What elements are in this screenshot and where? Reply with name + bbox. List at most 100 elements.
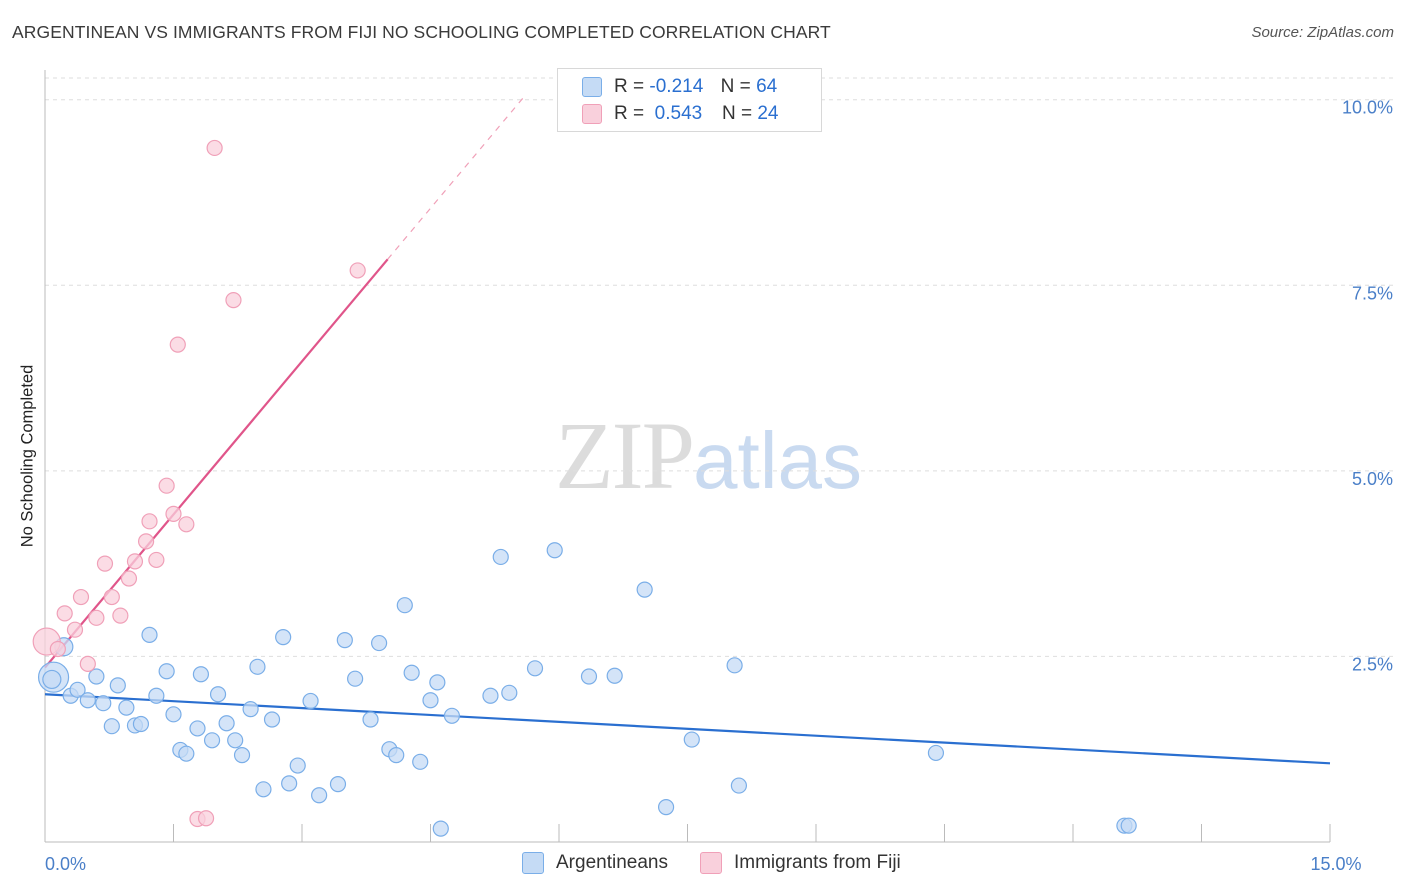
data-points <box>32 139 1137 837</box>
fiji-point <box>141 513 158 530</box>
argentineans-point <box>103 718 120 735</box>
legend-item-fiji[interactable]: Immigrants from Fiji <box>699 852 901 874</box>
n-label: N = <box>720 76 751 97</box>
argentineans-point <box>148 687 165 704</box>
legend-label-fiji: Immigrants from Fiji <box>733 852 901 873</box>
x-tick-label: 15.0% <box>1310 854 1361 874</box>
n-label: N = <box>721 103 753 124</box>
fiji-point <box>103 588 120 606</box>
argentineans-point <box>203 732 221 749</box>
fiji-point <box>120 570 138 587</box>
argentineans-point <box>403 664 420 681</box>
argentineans-point <box>329 775 347 793</box>
stats-legend: R = -0.214 N = 64 R = 0.543 N = 24 <box>557 68 822 132</box>
watermark: ZIPatlas <box>555 400 862 511</box>
tick-labels: 2.5% 5.0% 7.5% 10.0% 0.0% 15.0% <box>45 98 1393 874</box>
grid-lines <box>45 77 1395 657</box>
chart-title: ARGENTINEAN VS IMMIGRANTS FROM FIJI NO S… <box>12 22 831 42</box>
argentineans-point <box>501 684 518 701</box>
fiji-point <box>112 607 129 624</box>
argentineans-point <box>443 707 461 724</box>
argentineans-point <box>132 715 150 733</box>
argentineans-point <box>726 657 743 674</box>
watermark-atlas: atlas <box>693 416 862 505</box>
argentineans-point <box>227 732 244 749</box>
fiji-point <box>158 477 175 494</box>
r-label: R = <box>614 76 645 97</box>
argentineans-point <box>242 701 259 718</box>
argentineans-point <box>371 634 388 652</box>
argentineans-point <box>492 548 509 566</box>
y-tick-label: 10.0% <box>1342 98 1393 118</box>
argentineans-point <box>263 711 281 728</box>
argentineans-point <box>281 775 298 792</box>
argentineans-point <box>388 747 405 764</box>
argentineans-point <box>165 706 182 723</box>
legend-label-argentineans: Argentineans <box>556 852 668 873</box>
watermark-zip: ZIP <box>555 402 695 509</box>
argentineans-point <box>429 674 446 691</box>
fiji-trend-extension <box>387 95 526 260</box>
fiji-point <box>88 609 105 626</box>
argentineans-point <box>311 787 328 804</box>
argentineans-point <box>336 631 353 649</box>
series-legend: Argentineans Immigrants from Fiji <box>522 852 933 874</box>
argentineans-point <box>412 753 429 770</box>
argentineans-point <box>347 670 364 687</box>
n-value: 64 <box>756 76 778 97</box>
r-label: R = <box>614 103 645 124</box>
fiji-legend-swatch <box>699 852 722 874</box>
stats-row-argentineans: R = -0.214 N = 64 <box>582 74 777 100</box>
fiji-point <box>178 516 195 533</box>
r-value: -0.214 <box>649 76 704 97</box>
y-tick-label: 7.5% <box>1352 283 1393 303</box>
argentineans-point <box>683 731 700 748</box>
axes <box>44 70 1331 843</box>
argentineans-point <box>606 667 623 684</box>
fiji-swatch <box>582 104 602 124</box>
argentineans-point <box>927 744 945 762</box>
argentineans-point <box>233 747 251 764</box>
argentineans-point <box>275 629 292 646</box>
argentineans-point <box>657 799 675 816</box>
argentineans-point <box>422 692 439 709</box>
argentineans-point <box>636 581 653 598</box>
argentineans-point <box>178 745 195 762</box>
fiji-point <box>79 655 96 672</box>
fiji-point <box>72 588 90 606</box>
argentineans-point <box>1120 817 1137 834</box>
fiji-point <box>197 810 215 827</box>
r-value: 0.543 <box>654 103 703 124</box>
argentineans-point <box>141 626 158 643</box>
fiji-trend-line <box>44 258 389 669</box>
argentineans-point <box>432 820 449 837</box>
argentineans-point <box>118 699 135 716</box>
argentineans-point <box>526 660 544 677</box>
argentineans-point <box>249 658 266 675</box>
fiji-point <box>165 505 182 523</box>
trend-lines <box>44 95 1331 765</box>
argentineans-point <box>79 692 96 709</box>
fiji-point <box>49 640 66 658</box>
argentineans-point <box>302 692 319 710</box>
argentineans-point <box>580 668 598 685</box>
fiji-point <box>349 262 366 279</box>
argentineans-point <box>88 668 105 685</box>
argentineans-point <box>209 686 227 703</box>
legend-item-argentineans[interactable]: Argentineans <box>522 852 668 874</box>
fiji-point <box>206 139 223 157</box>
fiji-point <box>148 551 165 569</box>
argentineans-point <box>95 695 112 712</box>
argentineans-point <box>158 663 175 680</box>
argentineans-point <box>192 666 210 683</box>
fiji-point <box>225 292 242 309</box>
argentineans-trend-line <box>44 693 1331 765</box>
fiji-point <box>56 605 73 622</box>
argentineans-point <box>189 720 206 737</box>
fiji-point <box>126 553 144 570</box>
argentineans-point <box>482 687 499 704</box>
fiji-point <box>137 533 155 550</box>
argentineans-point <box>396 597 413 614</box>
fiji-point <box>96 555 114 572</box>
